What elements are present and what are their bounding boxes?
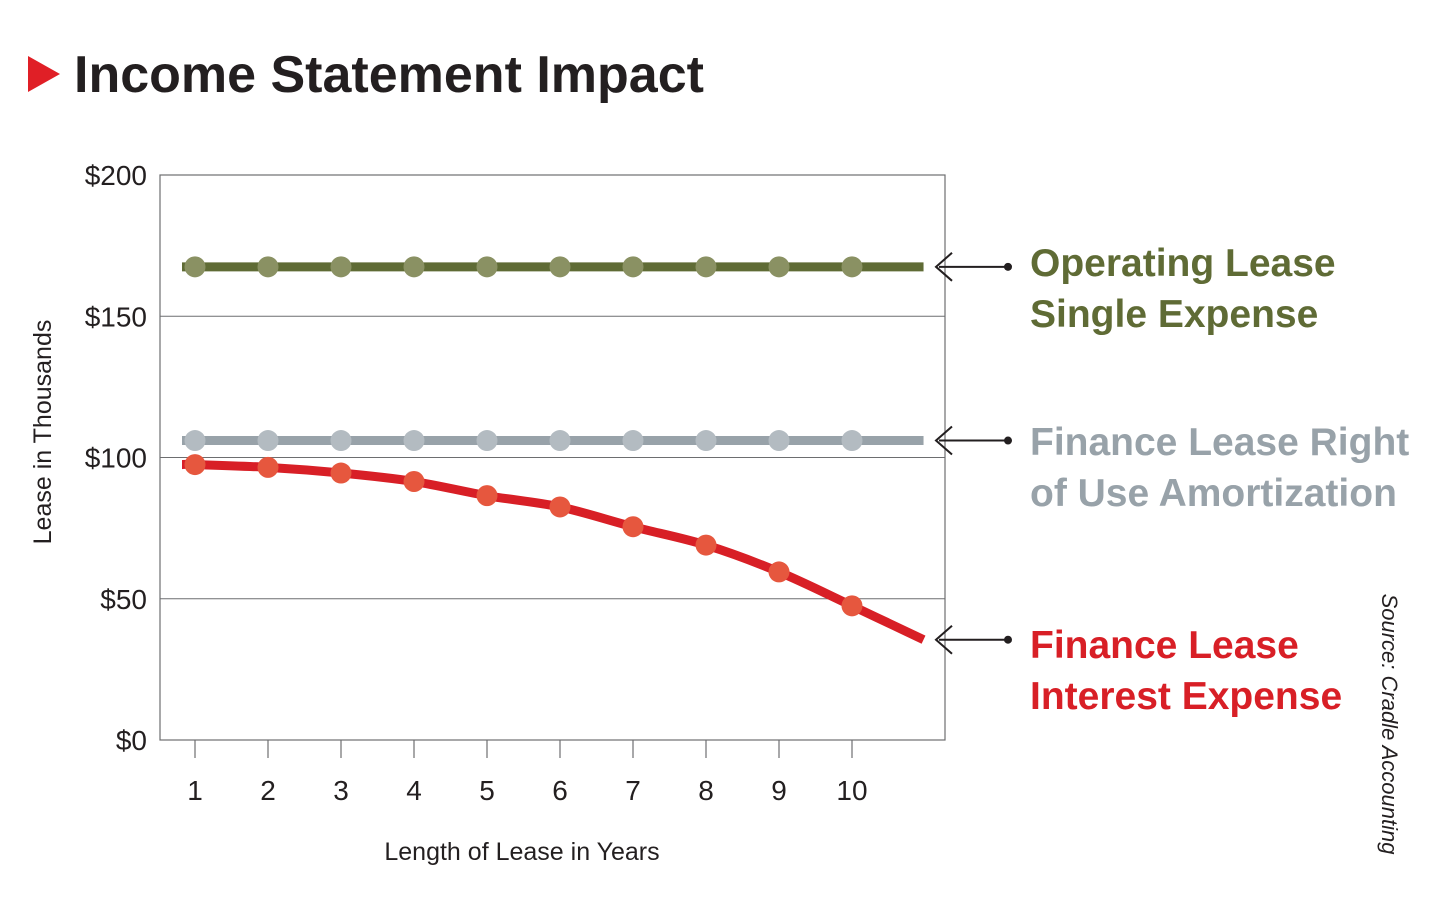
series-3-point [184, 454, 206, 476]
series-2-point [403, 430, 425, 452]
x-tick-label: 8 [698, 775, 714, 806]
series-2-point [622, 430, 644, 452]
series-1-point [257, 256, 279, 278]
plot-frame [159, 174, 946, 741]
x-tick-label: 2 [260, 775, 276, 806]
x-tick-label: 7 [625, 775, 641, 806]
y-tick-label: $100 [85, 443, 147, 474]
title-arrow-icon [28, 56, 60, 92]
legend-label: of Use Amortization [1030, 472, 1397, 515]
x-tick-label: 1 [187, 775, 203, 806]
legend-label: Finance Lease Right [1030, 421, 1409, 464]
series-1-point [330, 256, 352, 278]
x-tick-label: 5 [479, 775, 495, 806]
legend-label: Single Expense [1030, 293, 1318, 336]
series-3-point [403, 471, 425, 493]
series-1-point [476, 256, 498, 278]
series-2-point [841, 430, 863, 452]
gridlines [160, 315, 945, 600]
series-1-point [695, 256, 717, 278]
series-3-point [257, 456, 279, 478]
series-3-point [622, 516, 644, 538]
y-axis-label: Lease in Thousands [29, 320, 57, 545]
arrow-left-icon [934, 252, 953, 282]
x-tick-label: 10 [836, 775, 867, 806]
y-tick-label: $150 [85, 301, 147, 332]
legend: Operating Lease Single Expense Finance Lea… [934, 242, 1409, 718]
y-tick-label: $0 [116, 725, 147, 756]
series-line-3 [181, 459, 926, 644]
x-axis-ticks: 1 2 3 4 5 6 7 8 9 10 [187, 740, 868, 806]
x-tick-label: 6 [552, 775, 568, 806]
x-tick-label: 9 [771, 775, 787, 806]
y-tick-label: $50 [100, 584, 147, 615]
series-2-point [257, 430, 279, 452]
series-2-point [476, 430, 498, 452]
source-note: Source: Cradle Accounting [1377, 594, 1402, 856]
arrow-left-icon [934, 425, 953, 456]
series-3-point [549, 496, 571, 518]
y-tick-label: $200 [85, 160, 147, 191]
series-2-point [549, 430, 571, 452]
chart-title: Income Statement Impact [74, 46, 704, 104]
leader-dot [1004, 436, 1012, 445]
arrow-left-icon [934, 624, 953, 655]
x-tick-label: 3 [333, 775, 349, 806]
series-1-point [403, 256, 425, 278]
series-lines [181, 256, 926, 644]
series-3-point [476, 485, 498, 507]
series-2-point [184, 430, 206, 452]
series-3-point [768, 561, 790, 583]
leader-dot [1004, 262, 1012, 271]
legend-label: Operating Lease [1030, 242, 1336, 285]
leader-dot [1004, 635, 1012, 644]
series-2-point [330, 430, 352, 452]
series-1-point [841, 256, 863, 278]
series-2-point [768, 430, 790, 452]
series-3-point [330, 462, 352, 484]
series-1-point [184, 256, 206, 278]
series-2-point [695, 430, 717, 452]
legend-label: Finance Lease [1030, 624, 1299, 667]
x-axis-label: Length of Lease in Years [384, 838, 659, 866]
series-1-point [768, 256, 790, 278]
series-3-point [841, 595, 863, 617]
series-1-point [622, 256, 644, 278]
y-axis-ticks: $0 $50 $100 $150 $200 [85, 160, 147, 756]
x-tick-label: 4 [406, 775, 422, 806]
series-1-point [549, 256, 571, 278]
legend-label: Interest Expense [1030, 675, 1342, 718]
series-3-point [695, 534, 717, 556]
